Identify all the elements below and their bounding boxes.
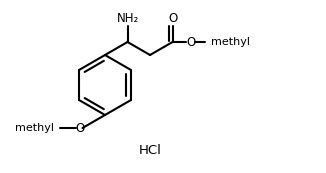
Text: O: O	[186, 35, 195, 48]
Text: methyl: methyl	[15, 123, 54, 133]
Text: HCl: HCl	[139, 144, 161, 157]
Text: O: O	[76, 121, 85, 134]
Text: O: O	[168, 12, 177, 25]
Text: methyl: methyl	[211, 37, 249, 47]
Text: NH₂: NH₂	[116, 12, 139, 25]
